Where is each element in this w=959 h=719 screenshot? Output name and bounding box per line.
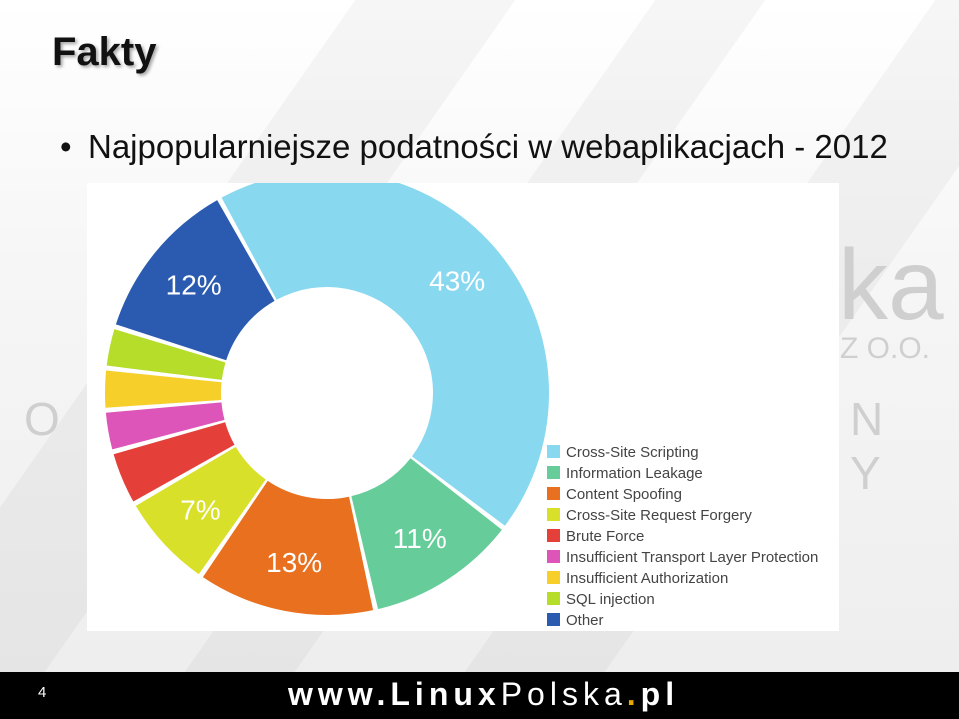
watermark-spolka: Z O.O. — [840, 332, 930, 365]
legend-swatch — [547, 487, 560, 500]
footer-dot: . — [626, 676, 641, 712]
legend-swatch — [547, 592, 560, 605]
footer-linux: Linux — [390, 676, 501, 712]
footer-bar: 4 www.LinuxPolska.pl — [0, 672, 959, 719]
watermark-suffix: ka — [838, 229, 944, 341]
legend-label: Brute Force — [566, 528, 644, 545]
bullet-dot: • — [60, 128, 72, 165]
legend-swatch — [547, 550, 560, 563]
slice-value-label: 11% — [393, 523, 447, 554]
donut-slice-7 — [104, 370, 222, 408]
donut-slice-2 — [351, 458, 502, 610]
legend-swatch — [547, 508, 560, 521]
bullet-item: • Najpopularniejsze podatności w webaplik… — [60, 128, 888, 166]
slice-value-label: 43% — [429, 266, 485, 297]
chart-panel: 43% 11% 13% 7% 12% Cross-Site Scripting Inform… — [87, 171, 839, 631]
footer-pl: pl — [640, 676, 680, 712]
slice-value-label: 12% — [166, 269, 222, 300]
page-number: 4 — [38, 684, 47, 701]
legend-label: Cross-Site Request Forgery — [566, 507, 752, 524]
legend-label: Insufficient Transport Layer Protection — [566, 549, 818, 566]
donut-chart: 43% 11% 13% 7% 12% Cross-Site Scripting Inform… — [104, 171, 818, 629]
donut-slice-6 — [105, 402, 225, 450]
watermark-right-letters: N Y — [850, 393, 898, 499]
donut-slice-8 — [106, 329, 226, 380]
footer-www: www. — [288, 676, 391, 712]
footer-polska: Polska — [500, 676, 627, 712]
slice-value-label: 13% — [266, 547, 322, 578]
donut-slice-4 — [135, 446, 266, 575]
legend-label: Content Spoofing — [566, 486, 682, 503]
slide-title: Fakty — [52, 30, 157, 74]
bullet-text: Najpopularniejsze podatności w webaplika… — [88, 128, 888, 165]
legend-label: SQL injection — [566, 591, 655, 608]
legend-swatch — [547, 529, 560, 542]
watermark-left-letter: O — [24, 393, 60, 445]
donut-slice-3 — [202, 480, 374, 615]
donut-slice-1 — [221, 171, 549, 526]
legend-label: Information Leakage — [566, 465, 703, 482]
legend-swatch — [547, 571, 560, 584]
footer-logo-url: www.LinuxPolska.pl — [288, 676, 679, 713]
legend-label: Cross-Site Scripting — [566, 444, 699, 461]
donut-slice-5 — [113, 422, 235, 502]
slice-value-label: 7% — [180, 495, 220, 526]
legend-swatch — [547, 613, 560, 626]
legend-swatch — [547, 445, 560, 458]
donut-slice-9 — [115, 200, 275, 361]
legend-label: Insufficient Authorization — [566, 570, 728, 587]
legend-label: Other — [566, 612, 604, 629]
legend-swatch — [547, 466, 560, 479]
